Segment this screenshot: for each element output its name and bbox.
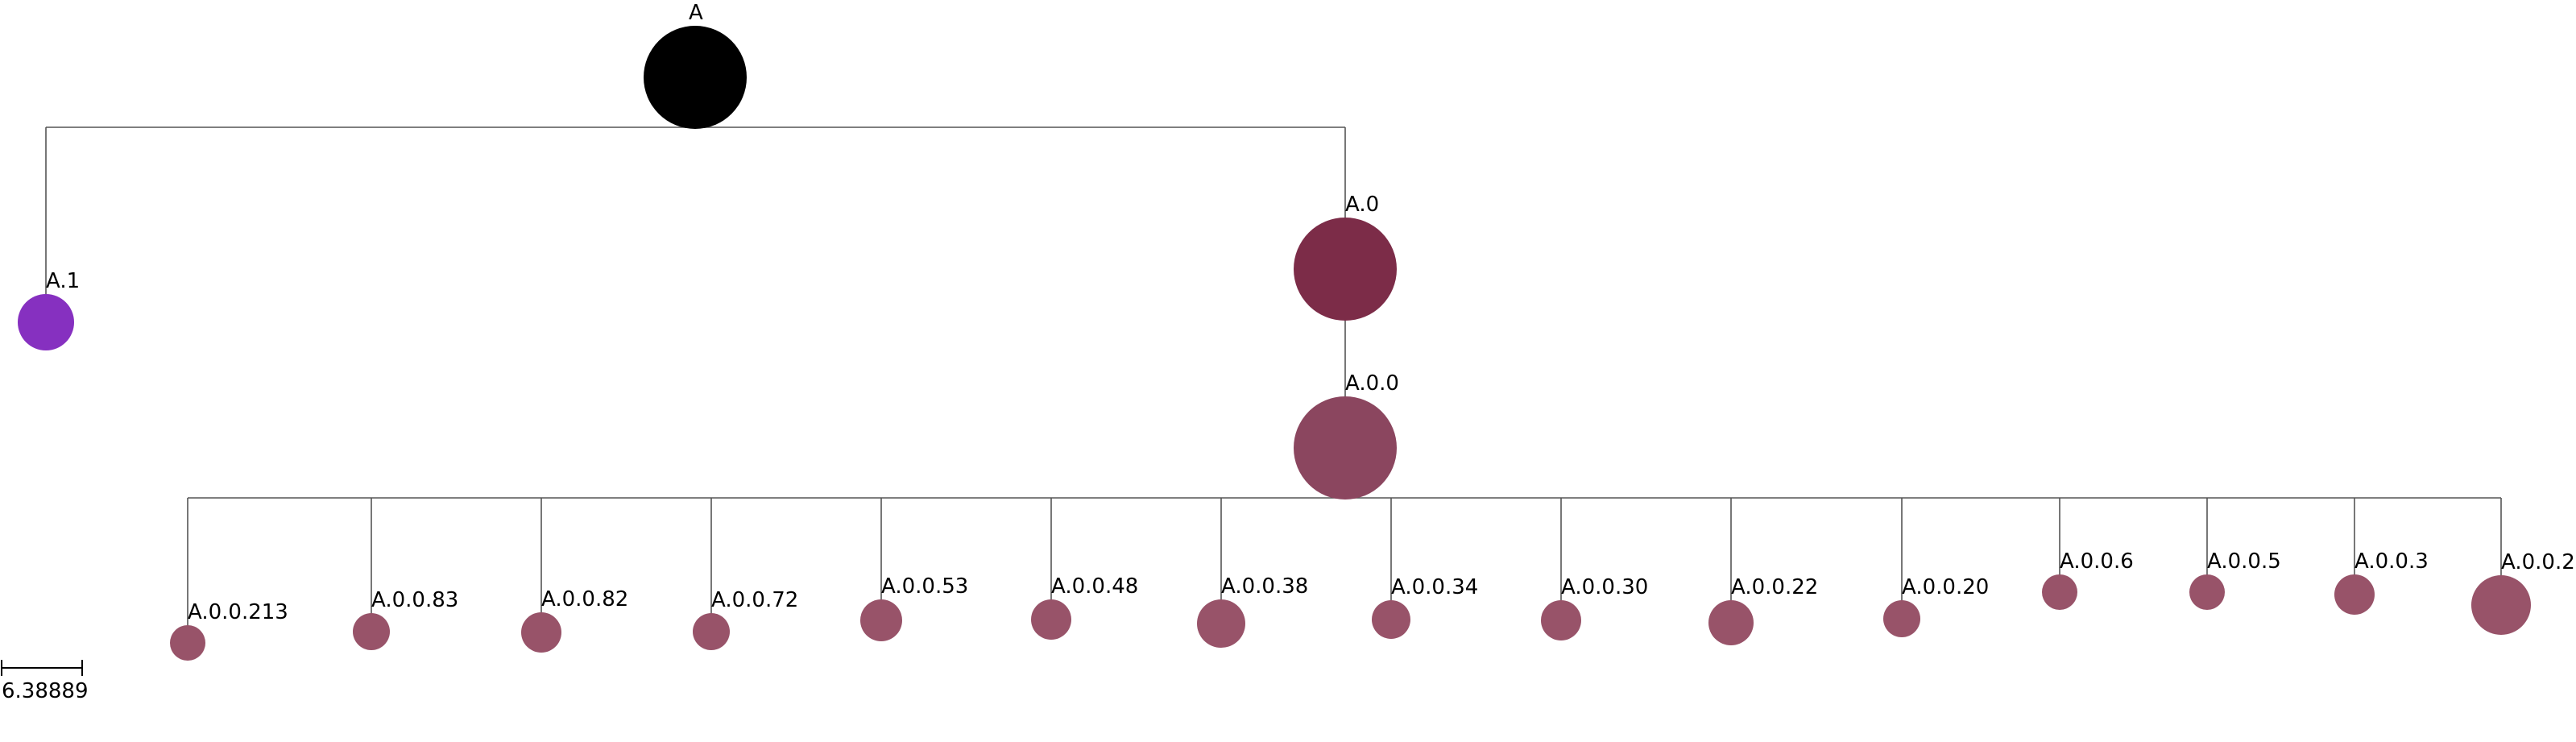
- node-circle: [18, 294, 74, 350]
- node-label: A.0.0.2: [2501, 550, 2575, 574]
- tree-node-a-0-0-30: A.0.0.30: [1541, 575, 1648, 640]
- node-circle: [2334, 574, 2375, 615]
- node-label: A.0.0.53: [881, 574, 968, 599]
- scale-bar: 6.38889: [1, 660, 89, 703]
- tree-node-a-0-0-48: A.0.0.48: [1031, 574, 1138, 640]
- tree-node-a-0-0-83: A.0.0.83: [353, 588, 458, 650]
- tree-node-a-0-0-3: A.0.0.3: [2334, 549, 2429, 615]
- node-label: A.0.0.34: [1391, 575, 1478, 599]
- node-circle: [693, 613, 730, 650]
- node-label: A.0.0.82: [541, 587, 628, 611]
- tree-node-a: A: [644, 1, 747, 129]
- tree-node-a-0-0-213: A.0.0.213: [170, 600, 288, 661]
- node-label: A.0.0.83: [371, 588, 458, 612]
- node-circle: [2189, 574, 2225, 610]
- node-circle: [1541, 600, 1581, 640]
- node-label: A.0.0.20: [1902, 575, 1989, 599]
- tree-node-a-0-0-53: A.0.0.53: [860, 574, 968, 641]
- node-label: A.0.0.22: [1731, 575, 1818, 599]
- node-circle: [1708, 600, 1754, 645]
- tree-node-a-0-0-34: A.0.0.34: [1372, 575, 1478, 639]
- tree-node-a-0-0-5: A.0.0.5: [2189, 549, 2281, 610]
- tree-node-a-0-0-6: A.0.0.6: [2042, 549, 2134, 610]
- node-circle: [1372, 600, 1410, 639]
- tree-node-a-0-0-20: A.0.0.20: [1883, 575, 1989, 637]
- node-label: A.1: [46, 269, 80, 293]
- node-circle: [521, 612, 561, 653]
- node-label: A.0.0.6: [2060, 549, 2134, 574]
- tree-nodes: A A.1 A.0 A.0.0 A.0.0.213 A.0.0.83 A.0.0.82 A.0…: [18, 1, 2575, 661]
- node-circle: [2471, 575, 2531, 635]
- node-label: A.0.0.48: [1051, 574, 1138, 599]
- tree-node-a-0-0-38: A.0.0.38: [1197, 574, 1308, 648]
- tree-node-a-0: A.0: [1294, 193, 1397, 321]
- node-label: A.0.0: [1345, 371, 1399, 396]
- tree-node-a-0-0-82: A.0.0.82: [521, 587, 628, 653]
- node-circle: [860, 599, 902, 641]
- tree-node-a-0-0: A.0.0: [1294, 371, 1399, 500]
- node-circle: [1197, 599, 1245, 648]
- tree-node-a-0-0-22: A.0.0.22: [1708, 575, 1818, 645]
- node-circle: [2042, 574, 2077, 610]
- node-label: A.0.0.5: [2207, 549, 2281, 574]
- node-circle: [170, 625, 205, 661]
- node-label: A.0.0.3: [2354, 549, 2429, 574]
- tree-node-a-1: A.1: [18, 269, 80, 350]
- node-circle: [1031, 599, 1071, 640]
- node-label: A.0: [1345, 193, 1379, 217]
- tree-node-a-0-0-72: A.0.0.72: [693, 588, 798, 650]
- node-circle: [644, 26, 747, 129]
- scale-bar-label: 6.38889: [2, 679, 89, 703]
- node-label: A.0.0.30: [1561, 575, 1648, 599]
- node-label: A.0.0.213: [188, 600, 288, 624]
- node-label: A.0.0.38: [1221, 574, 1308, 599]
- node-circle: [1883, 600, 1920, 637]
- node-label: A.0.0.72: [711, 588, 798, 612]
- node-circle: [353, 613, 390, 650]
- node-circle: [1294, 396, 1397, 500]
- tree-node-a-0-0-2: A.0.0.2: [2471, 550, 2575, 635]
- node-label: A: [689, 1, 703, 25]
- node-circle: [1294, 218, 1397, 321]
